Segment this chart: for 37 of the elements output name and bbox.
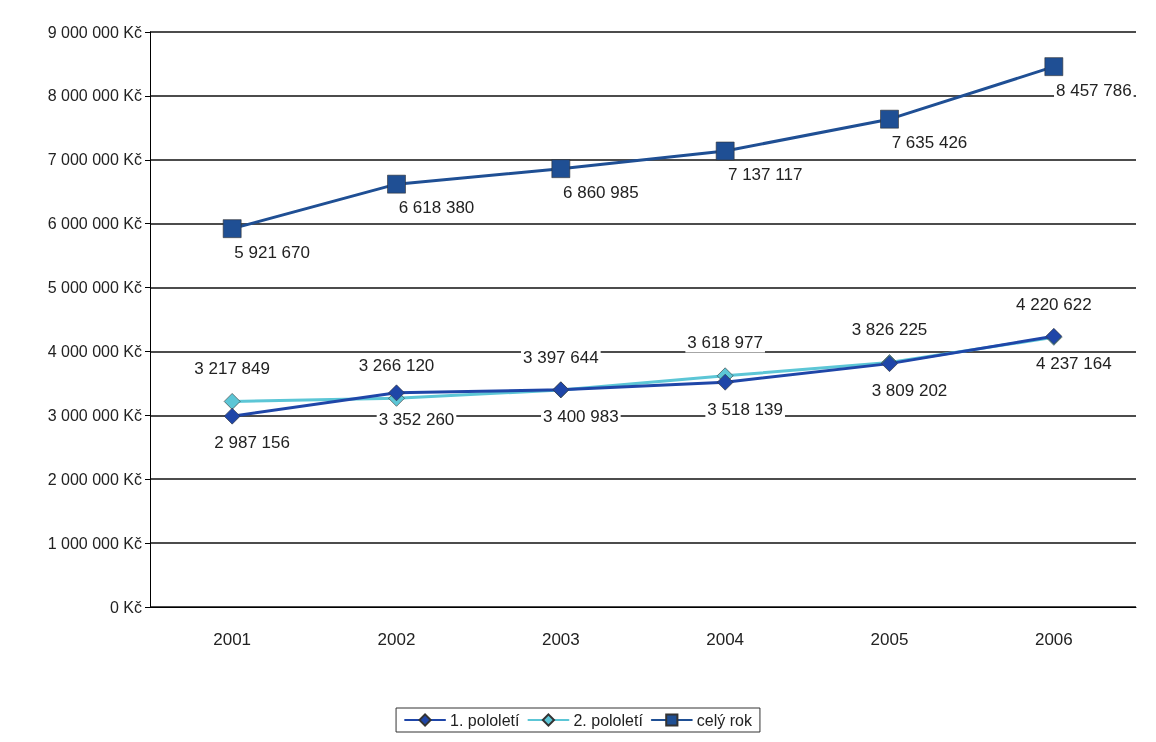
x-tick-label: 2001 (213, 630, 252, 649)
y-tick-label: 3 000 000 Kč (47, 406, 142, 424)
x-tick-label: 2004 (706, 630, 745, 649)
data-label: 3 397 644 (523, 347, 599, 367)
x-tick-label: 2005 (870, 630, 909, 649)
data-label: 3 217 849 (194, 359, 270, 379)
data-label: 3 826 225 (851, 320, 928, 340)
data-label: 3 266 120 (358, 356, 435, 376)
data-label: 3 400 983 (543, 407, 619, 427)
y-tick-label: 0 Kč (109, 598, 142, 616)
x-tick-label: 2006 (1034, 630, 1073, 649)
data-label: 8 457 786 (1056, 80, 1132, 100)
data-label: 5 921 670 (234, 242, 310, 262)
data-label: 3 352 260 (378, 410, 455, 430)
data-label: 4 237 164 (1036, 353, 1112, 373)
x-tick-label: 2003 (541, 630, 580, 649)
data-label: 6 618 380 (398, 198, 475, 218)
y-tick-label: 6 000 000 Kč (47, 215, 142, 233)
data-label: 3 809 202 (871, 380, 948, 400)
y-tick-label: 4 000 000 Kč (47, 342, 142, 360)
data-label: 7 137 117 (727, 165, 803, 185)
y-tick-label: 2 000 000 Kč (47, 470, 142, 488)
y-tick-label: 8 000 000 Kč (47, 87, 142, 105)
data-label: 3 618 977 (687, 333, 763, 353)
legend-label: 1. pololetí (450, 711, 520, 729)
y-tick-label: 5 000 000 Kč (47, 279, 142, 297)
data-label: 2 987 156 (214, 433, 290, 453)
data-label: 4 220 622 (1016, 295, 1092, 315)
data-label: 7 635 426 (891, 133, 968, 153)
legend-label: 2. pololetí (573, 711, 644, 729)
legend-label: celý rok (696, 711, 753, 729)
y-tick-label: 1 000 000 Kč (47, 534, 142, 552)
y-tick-label: 9 000 000 Kč (47, 23, 142, 41)
y-tick-label: 7 000 000 Kč (47, 151, 142, 169)
data-label: 3 518 139 (707, 399, 783, 419)
x-tick-label: 2002 (377, 630, 416, 649)
data-label: 6 860 985 (563, 182, 639, 202)
